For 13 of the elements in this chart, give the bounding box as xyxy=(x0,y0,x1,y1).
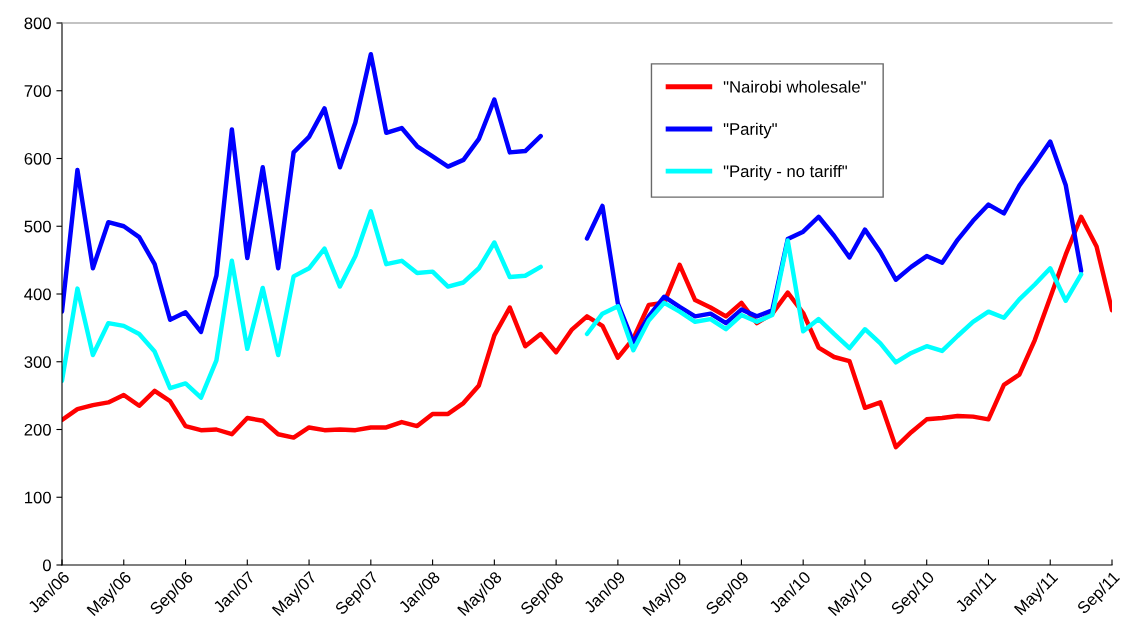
line-series xyxy=(62,214,1112,450)
y-tick-label: 600 xyxy=(24,152,51,165)
y-tick-label: 700 xyxy=(24,85,51,97)
y-tick-label: 400 xyxy=(24,288,51,301)
y-tick-label: 500 xyxy=(24,220,51,233)
legend-label: "Parity - no tariff" xyxy=(723,164,847,181)
y-tick-label: 300 xyxy=(24,356,51,368)
legend-label: "Nairobi wholesale" xyxy=(723,80,866,93)
y-tick-label: 800 xyxy=(24,17,51,30)
legend-label: "Parity" xyxy=(723,122,777,139)
y-tick-label: 100 xyxy=(25,491,51,504)
y-tick-label: 200 xyxy=(24,423,51,436)
y-tick-label: 0 xyxy=(42,559,51,572)
